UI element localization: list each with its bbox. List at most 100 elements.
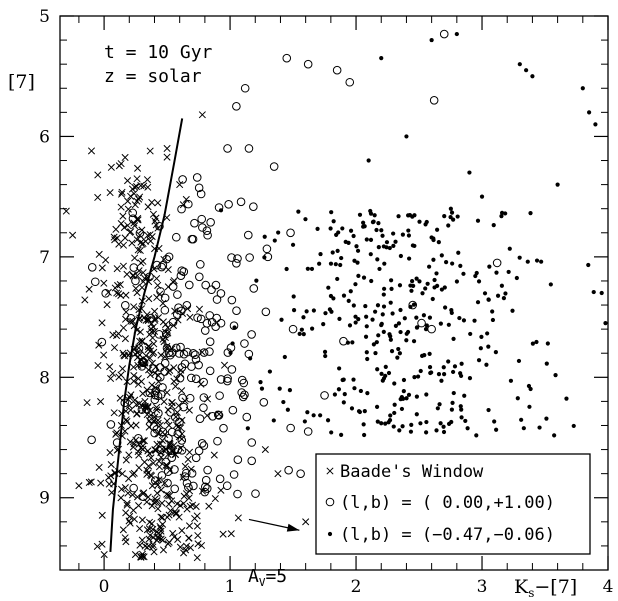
- baade-window-point: [136, 328, 144, 336]
- lb-neg-point: [387, 245, 392, 251]
- baade-window-point: [83, 399, 91, 407]
- lb-neg-point: [291, 308, 297, 313]
- lb-neg-point: [276, 230, 281, 235]
- baade-window-point: [100, 351, 108, 359]
- lb-neg-point: [465, 426, 470, 431]
- baade-window-point: [116, 394, 124, 402]
- lb-neg-point: [459, 415, 464, 420]
- baade-window-point: [127, 317, 135, 325]
- lb-neg-point: [353, 314, 358, 319]
- lb-neg-point: [330, 250, 335, 255]
- lb-neg-point: [352, 258, 357, 263]
- baade-window-point: [165, 538, 173, 546]
- lb-0-1-point: [162, 254, 171, 264]
- baade-window-point: [136, 525, 144, 533]
- y-tick-label: 5: [39, 7, 50, 27]
- baade-window-point: [124, 489, 132, 497]
- baade-window-point: [219, 530, 227, 538]
- baade-window-point: [227, 530, 235, 538]
- lb-0-1-point: [201, 280, 210, 290]
- baade-window-point: [175, 513, 183, 521]
- baade-window-point: [98, 264, 106, 272]
- lb-neg-point: [396, 346, 401, 352]
- lb-0-1-point: [187, 234, 197, 244]
- baade-window-point: [109, 331, 117, 339]
- lb-neg-point: [603, 321, 608, 326]
- lb-0-1-point: [182, 301, 192, 310]
- y-tick-label: 8: [39, 368, 50, 388]
- baade-window-point: [170, 364, 178, 372]
- baade-window-point: [174, 535, 182, 544]
- lb-0-1-point: [97, 337, 107, 347]
- lb-neg-point: [492, 419, 497, 424]
- baade-window-point: [193, 512, 201, 520]
- baade-window-point: [130, 469, 138, 477]
- lb-neg-point: [475, 300, 481, 305]
- baade-window-point: [182, 195, 190, 204]
- lb-0-1-point: [247, 438, 257, 447]
- baade-window-point: [149, 525, 157, 533]
- lb-neg-point: [391, 243, 396, 248]
- baade-window-point: [94, 193, 102, 202]
- baade-window-point: [107, 374, 115, 383]
- baade-window-point: [140, 182, 148, 190]
- lb-neg-point: [374, 227, 379, 233]
- lb-neg-point: [430, 296, 435, 302]
- lb-neg-point: [388, 337, 393, 342]
- lb-neg-point: [391, 424, 396, 429]
- lb-neg-point: [370, 317, 375, 322]
- lb-0-1-point: [155, 221, 164, 231]
- lb-0-1-point: [227, 295, 237, 305]
- x-axis-label-rest: −[7]: [534, 576, 577, 598]
- baade-window-point: [149, 459, 157, 467]
- lb-neg-point: [397, 428, 402, 433]
- lb-neg-point: [414, 412, 419, 417]
- lb-0-1-point: [156, 445, 166, 455]
- lb-0-1-point: [167, 427, 177, 437]
- lb-0-1-point: [128, 214, 138, 223]
- lb-0-1-point: [171, 232, 181, 242]
- lb-neg-point: [461, 271, 466, 276]
- lb-neg-point: [365, 356, 370, 362]
- y-axis-label: [7]: [8, 71, 35, 93]
- lb-0-1-point: [286, 228, 295, 238]
- lb-neg-point: [441, 429, 447, 435]
- baade-window-point: [121, 427, 129, 435]
- baade-window-point: [164, 406, 172, 414]
- lb-neg-point: [412, 243, 417, 249]
- baade-window-point: [176, 501, 184, 510]
- lb-0-1-point: [166, 446, 176, 455]
- baade-window-point: [158, 499, 166, 507]
- baade-window-point: [166, 492, 174, 500]
- lb-neg-point: [331, 296, 336, 301]
- lb-0-1-point: [177, 204, 186, 214]
- baade-window-point: [115, 240, 123, 248]
- lb-neg-point: [351, 377, 356, 382]
- baade-window-point: [106, 363, 114, 371]
- baade-window-point: [171, 382, 180, 390]
- baade-window-point: [104, 288, 112, 296]
- lb-neg-point: [527, 404, 532, 409]
- lb-0-1-point: [243, 230, 253, 240]
- baade-window-point: [113, 265, 121, 273]
- baade-window-point: [133, 289, 141, 297]
- legend-box: [315, 453, 591, 555]
- baade-window-point: [136, 193, 144, 201]
- lb-neg-point: [406, 233, 412, 238]
- lb-0-1-point: [87, 262, 97, 272]
- lb-0-1-point: [170, 465, 179, 474]
- lb-0-1-point: [156, 287, 165, 296]
- baade-window-point: [131, 551, 139, 559]
- lb-neg-point: [375, 257, 380, 262]
- lb-0-1-point: [233, 489, 242, 499]
- lb-neg-point: [387, 417, 393, 423]
- lb-neg-point: [461, 318, 467, 323]
- baade-window-point: [109, 369, 117, 377]
- baade-window-point: [220, 361, 229, 369]
- lb-neg-point: [258, 380, 263, 385]
- lb-0-1-point: [199, 441, 209, 450]
- lb-neg-point: [296, 209, 301, 214]
- lb-0-1-point: [439, 29, 449, 39]
- lb-neg-point: [416, 374, 421, 379]
- baade-window-point: [147, 237, 155, 245]
